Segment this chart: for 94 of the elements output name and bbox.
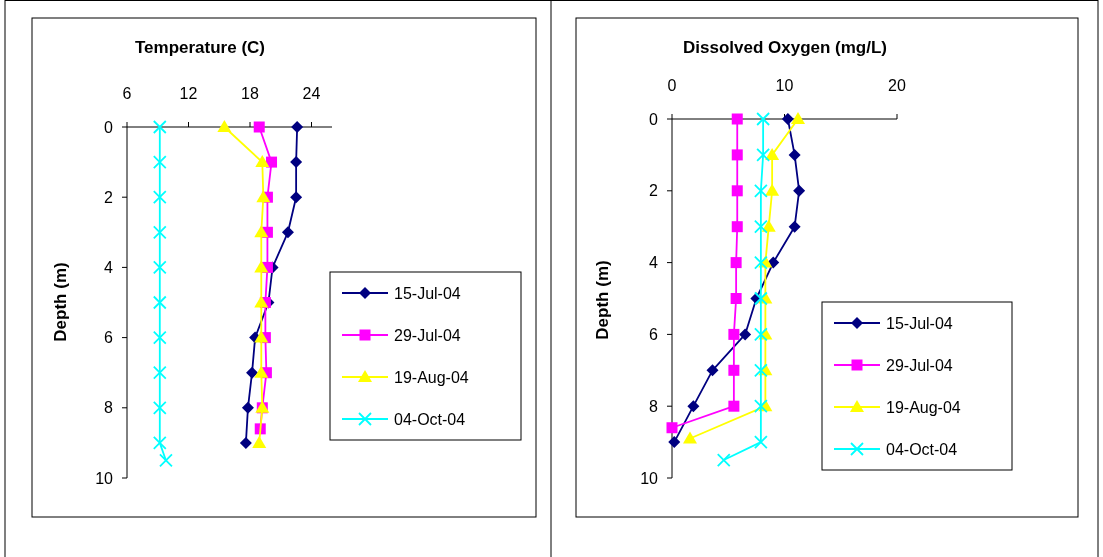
y-tick-label: 6 [104,329,114,347]
point [254,225,269,238]
point [788,148,801,161]
x-tick-label: 6 [122,85,132,102]
point [716,453,731,467]
point [254,260,269,273]
point [687,400,700,413]
point [753,435,768,449]
y-axis-title: Depth (m) [51,262,70,342]
x-axis-title: Temperature (C) [134,38,266,57]
point [765,147,780,160]
point [731,185,743,197]
x-tick-label: 20 [888,77,906,94]
point [756,112,771,126]
x-tick-label: 18 [241,85,259,102]
point [739,328,752,341]
point [753,183,768,198]
legend-label: 04-Oct-04 [394,410,466,428]
point [266,156,278,168]
legend-label: 15-Jul-04 [886,314,953,332]
legend-label: 19-Aug-04 [394,368,469,386]
y-tick-label: 4 [649,254,659,272]
point [152,400,167,415]
x-tick-label: 12 [179,85,198,102]
point [728,328,740,340]
point [159,453,173,468]
point [730,293,742,304]
point [793,184,806,197]
x-tick-label: 0 [667,77,677,94]
point [706,364,719,377]
point [791,112,805,124]
point [753,327,768,342]
y-tick-label: 2 [104,188,114,206]
point [731,113,743,125]
legend-label: 19-Aug-04 [886,398,961,416]
point [152,190,167,205]
point [781,113,794,125]
y-tick-label: 2 [649,182,659,200]
point [683,431,697,444]
point [241,401,254,414]
x-tick-label: 24 [302,85,321,102]
point [239,436,252,449]
x-axis-title: Dissolved Oxygen (mg/L) [682,38,888,57]
point [254,365,269,378]
point [253,121,265,133]
point [252,435,267,448]
point [731,221,743,233]
point [666,422,678,434]
point [756,148,771,162]
point [290,156,303,169]
point [281,226,294,239]
point [728,364,740,376]
y-tick-label: 10 [95,469,114,487]
point [731,149,743,161]
legend-label: 15-Jul-04 [394,284,461,302]
point [152,225,167,240]
point [753,363,768,378]
point [730,257,742,269]
point [668,436,681,449]
y-tick-label: 4 [104,259,114,276]
point [256,190,271,203]
point [728,400,740,412]
legend-label: 29-Jul-04 [886,356,953,374]
legend-label: 04-Oct-04 [886,440,958,458]
point [753,399,768,414]
point [761,219,776,232]
y-tick-label: 10 [640,469,659,487]
point [291,121,304,133]
point [217,120,232,132]
point [753,219,768,234]
point [152,330,167,345]
y-tick-label: 0 [104,118,114,136]
point [152,155,167,169]
point [753,255,768,270]
point [254,295,269,308]
point [152,120,167,134]
point [152,295,167,310]
point [246,366,259,379]
x-tick-label: 10 [775,77,794,94]
y-tick-label: 6 [649,326,659,343]
point [290,191,303,204]
y-tick-label: 0 [649,110,659,128]
point [254,330,269,343]
point [152,436,167,450]
legend-label: 29-Jul-04 [394,326,461,344]
point [152,260,167,275]
y-tick-label: 8 [104,399,114,417]
point [152,365,167,380]
point [255,155,270,168]
y-tick-label: 8 [649,397,659,415]
point [788,220,801,233]
point [753,291,768,306]
y-axis-title: Depth (m) [593,260,612,340]
point [765,183,780,196]
